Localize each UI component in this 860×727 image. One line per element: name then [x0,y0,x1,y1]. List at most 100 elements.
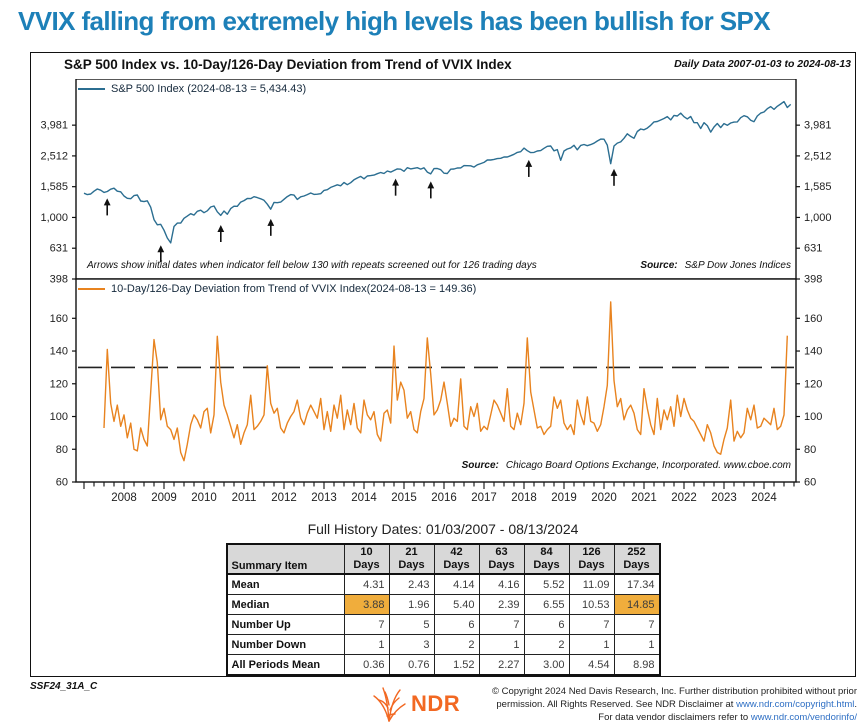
table-cell: 5.40 [433,594,480,615]
y-axis-label-left: 398 [50,274,68,286]
x-axis-year-label: 2024 [751,492,777,504]
y-axis-label-left: 1,000 [40,212,68,224]
table-cell: 6 [433,614,480,635]
source-text: Chicago Board Options Exchange, Incorpor… [505,460,791,471]
source-label: Source: [461,460,499,471]
table-cell: 4.14 [433,573,480,595]
table-row-label: All Periods Mean [226,654,345,676]
table-cell: 4.16 [478,573,525,595]
table-cell: 5 [388,614,435,635]
table-title: Full History Dates: 01/03/2007 - 08/13/2… [307,521,579,537]
signal-arrow-head [525,159,533,167]
table-cell: 2 [523,634,570,655]
x-axis-year-label: 2018 [511,492,537,504]
table-header-10-days: 10 Days [343,543,390,575]
ndr-leaf-logo-icon [373,687,406,722]
y-axis-label-left: 3,981 [40,120,68,132]
vvix-deviation-line [103,301,788,462]
table-cell: 17.34 [613,573,660,595]
chart-frame: S&P 500 Index vs. 10-Day/126-Day Deviati… [30,52,856,677]
table-cell: 1 [478,634,525,655]
summary-table: Summary Item 10 Days 21 Days 42 Days 63 Days 84 Da… [225,543,661,676]
table-cell: 3 [388,634,435,655]
copyright-line2: permission. All Rights Reserved. See NDR… [496,699,857,710]
x-axis-year-label: 2013 [311,492,337,504]
y-axis-label-right: 3,981 [804,120,832,132]
y-axis-label-right: 2,512 [804,150,832,162]
x-axis-year-label: 2009 [151,492,177,504]
y-axis-label-right: 60 [804,477,816,489]
y-axis-label-left: 160 [50,313,68,325]
x-axis-year-label: 2022 [671,492,697,504]
table-cell: 2.27 [478,654,525,676]
table-row-label: Mean [226,573,345,595]
vvix-legend-label: 10-Day/126-Day Deviation from Trend of V… [111,283,477,295]
table-cell: 3.88 [343,594,390,615]
x-axis-year-label: 2019 [551,492,577,504]
table-cell: 4.31 [343,573,390,595]
y-axis-label-left: 2,512 [40,150,68,162]
y-axis-label-right: 80 [804,444,816,456]
table-cell: 6 [523,614,570,635]
x-axis-year-label: 2017 [471,492,497,504]
bottom-panel-plot [75,278,797,483]
y-axis-label-right: 100 [804,411,822,423]
sp500-legend-label: S&P 500 Index (2024-08-13 = 5,434.43) [111,83,307,95]
vvix-legend-swatch [78,288,105,290]
arrows-footnote: Arrows show initial dates when indicator… [87,260,537,271]
table-header-84-days: 84 Days [523,543,570,575]
table-cell: 10.53 [568,594,615,615]
y-axis-label-right: 398 [804,274,822,286]
daily-data-range: Daily Data 2007-01-03 to 2024-08-13 [674,58,851,70]
y-axis-label-right: 1,000 [804,212,832,224]
signal-arrow-head [217,224,225,232]
dual-panel-chart: 3,981 3,981 2,512 2,512 1,585 1,585 1,000 1,000… [40,79,832,504]
signal-arrow-head [157,245,165,253]
x-axis-year-label: 2010 [191,492,217,504]
table-header-252-days: 252 Days [613,543,660,575]
x-axis-year-label: 2016 [431,492,457,504]
table-cell: 6.55 [523,594,570,615]
vendor-link[interactable]: www.ndr.com/vendorinfo/ [750,712,857,723]
x-axis-year-label: 2020 [591,492,617,504]
source-label: Source: [640,260,678,271]
table-cell: 11.09 [568,573,615,595]
y-axis-label-left: 100 [50,411,68,423]
copyright-block: © Copyright 2024 Ned Davis Research, Inc… [492,685,857,724]
signal-arrow-head [103,198,111,206]
y-axis-label-left: 140 [50,346,68,358]
table-cell: 7 [613,614,660,635]
table-cell: 1.96 [388,594,435,615]
y-axis-label-right: 120 [804,378,822,390]
y-axis-label-left: 631 [50,243,68,255]
table-row: Mean 4.31 2.43 4.14 4.16 5.52 11.09 17.34 [226,573,660,595]
table-cell: 7 [343,614,390,635]
table-cell: 0.36 [343,654,390,676]
x-axis-year-label: 2014 [351,492,377,504]
table-header-21-days: 21 Days [388,543,435,575]
table-cell: 2.43 [388,573,435,595]
table-cell: 7 [568,614,615,635]
table-row: Number Up 7 5 6 7 6 7 7 [226,614,660,635]
signal-arrows [103,159,618,263]
table-cell: 8.98 [613,654,660,676]
table-cell: 2 [433,634,480,655]
ndr-logo: NDR [372,686,460,722]
table-header-63-days: 63 Days [478,543,525,575]
ndr-logo-text: NDR [411,691,461,716]
table-header-42-days: 42 Days [433,543,480,575]
sp500-legend-swatch [78,88,105,90]
table-cell: 1 [613,634,660,655]
x-axis-year-label: 2015 [391,492,417,504]
copyright-link[interactable]: www.ndr.com/copyright.html [736,699,855,710]
sp500-legend: S&P 500 Index (2024-08-13 = 5,434.43) [78,83,306,95]
table-header-summary-item: Summary Item [226,543,345,575]
copyright-line3: For data vendor disclaimers refer to www… [598,712,857,723]
table-cell: 1 [568,634,615,655]
copyright-line1: © Copyright 2024 Ned Davis Research, Inc… [491,686,857,697]
table-cell: 4.54 [568,654,615,676]
table-cell: 7 [478,614,525,635]
table-cell: 0.76 [388,654,435,676]
y-axis-label-right: 1,585 [804,181,832,193]
table-row-label: Number Up [226,614,345,635]
